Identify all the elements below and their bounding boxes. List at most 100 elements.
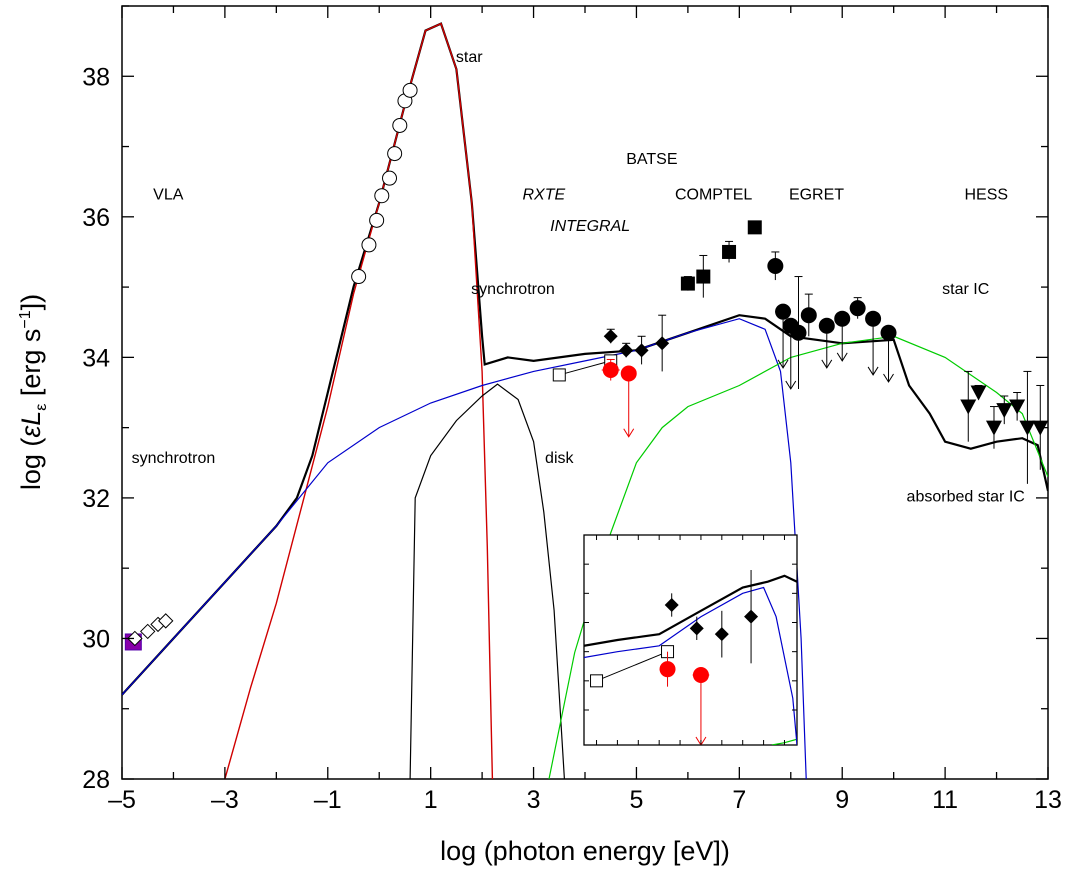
comptel-square-3 — [747, 220, 762, 235]
star-point-6 — [392, 117, 408, 133]
x-tick-label-6: 7 — [732, 786, 746, 814]
y-axis-title-part-5: −1 — [17, 310, 34, 328]
egret-circle-0 — [767, 258, 784, 275]
inset-diamond-2 — [714, 627, 729, 642]
hess-triangle-1 — [970, 385, 987, 401]
rxte-diamond-3 — [655, 336, 670, 351]
star-point-2 — [369, 212, 385, 228]
y-axis-title-part-1: log ( — [16, 438, 46, 491]
x-tick-label-8: 11 — [932, 786, 958, 814]
open-square-link — [559, 360, 611, 376]
hess-triangle-5 — [1019, 420, 1036, 436]
y-axis-title: log (εLε [erg s−1]) — [16, 294, 50, 490]
inset-open-square-0 — [590, 674, 604, 688]
curve-1 — [224, 22, 494, 779]
rxte-diamond-2 — [634, 343, 649, 358]
x-axis-title: log (photon energy [eV]) — [440, 836, 730, 866]
y-tick-label-0: 28 — [82, 766, 110, 794]
star-point-8 — [402, 82, 418, 98]
egret-arrow-8 — [867, 366, 879, 376]
inset-red-point-0 — [659, 661, 676, 678]
star-point-1 — [361, 237, 377, 253]
egret-circle-9 — [880, 324, 897, 341]
inset-red-point-1 — [692, 667, 709, 683]
y-axis-title-part-6: ]) — [16, 294, 46, 311]
annotation-6: HESS — [964, 186, 1008, 203]
egret-circle-6 — [834, 310, 851, 327]
rxte-diamond-0 — [603, 329, 618, 344]
curve-4 — [548, 335, 1048, 779]
comptel-square-2 — [722, 244, 737, 259]
hess-triangle-4 — [1009, 399, 1026, 415]
integral-point-0 — [602, 362, 619, 379]
model-curves — [122, 22, 1048, 779]
y-axis-title-part-3: ε — [33, 404, 50, 411]
egret-circle-5 — [818, 317, 835, 334]
y-tick-label-5: 38 — [82, 63, 110, 91]
inset-diamond-3 — [744, 609, 759, 624]
egret-arrow-2 — [785, 380, 797, 390]
y-tick-label-3: 34 — [82, 344, 110, 372]
inset-panel — [583, 534, 798, 746]
star-point-0 — [351, 269, 367, 285]
annotation-7: INTEGRAL — [550, 218, 630, 235]
egret-circle-7 — [849, 300, 866, 317]
inset-blue_curve — [584, 586, 797, 745]
egret-circle-8 — [865, 310, 882, 327]
inset-diamond-1 — [689, 621, 704, 636]
egret-arrow-6 — [836, 352, 848, 362]
curve-2 — [122, 318, 807, 779]
open-square-0 — [552, 368, 566, 382]
egret-circle-1 — [775, 303, 792, 320]
comptel-square-0 — [680, 276, 695, 291]
annotation-2: BATSE — [626, 151, 677, 168]
x-tick-label-4: 3 — [527, 786, 541, 814]
egret-arrow-9 — [883, 373, 894, 383]
curve-3 — [409, 383, 565, 779]
annotation-5: EGRET — [789, 186, 844, 203]
integral-point-1 — [620, 365, 637, 382]
x-tick-label-2: –1 — [314, 786, 342, 814]
integral-arrow-1 — [623, 428, 635, 438]
annotation-11: disk — [545, 450, 574, 467]
inset-black_curve — [584, 574, 797, 647]
egret-arrow-1 — [777, 359, 789, 369]
annotation-1: VLA — [153, 186, 184, 203]
annotation-10: synchrotron — [132, 450, 216, 467]
y-tick-label-2: 32 — [82, 485, 110, 513]
x-tick-label-1: –3 — [211, 786, 239, 814]
inset-open-square-link — [596, 651, 668, 682]
y-tick-label-1: 30 — [82, 625, 110, 653]
annotation-12: absorbed star IC — [907, 488, 1025, 505]
x-tick-label-9: 13 — [1034, 786, 1062, 814]
x-tick-label-3: 1 — [424, 786, 438, 814]
hess-triangle-3 — [996, 403, 1013, 419]
annotation-0: star — [456, 49, 483, 66]
hess-triangle-6 — [1032, 420, 1049, 436]
x-tick-label-5: 5 — [629, 786, 643, 814]
annotation-8: synchrotron — [471, 281, 555, 298]
comptel-square-1 — [696, 269, 711, 284]
y-tick-label-4: 36 — [82, 204, 110, 232]
egret-circle-4 — [800, 307, 817, 324]
rxte-diamond-1 — [619, 343, 634, 358]
inset-red-arrow-1 — [695, 736, 707, 745]
annotation-4: COMPTEL — [675, 186, 752, 203]
vla-diamond-3 — [158, 613, 174, 629]
star-point-5 — [387, 146, 403, 162]
inset-diamond-0 — [664, 598, 679, 612]
hess-triangle-0 — [960, 399, 977, 415]
egret-circle-3 — [790, 324, 807, 341]
vla-diamond-0 — [127, 630, 143, 647]
curve-0 — [122, 22, 1048, 696]
x-tick-label-7: 9 — [835, 786, 849, 814]
annotation-9: star IC — [942, 281, 989, 298]
egret-arrow-5 — [821, 359, 833, 369]
y-axis-title-part-2: εL — [16, 411, 46, 438]
annotation-3: RXTE — [523, 186, 566, 203]
inset-content — [584, 570, 797, 745]
y-axis-title-part-4: [erg s — [16, 329, 46, 404]
annotations: star VLA BATSE RXTE COMPTEL EGRET HESS INTEGRAL… — [132, 49, 1025, 505]
x-tick-label-0: –5 — [108, 786, 136, 814]
